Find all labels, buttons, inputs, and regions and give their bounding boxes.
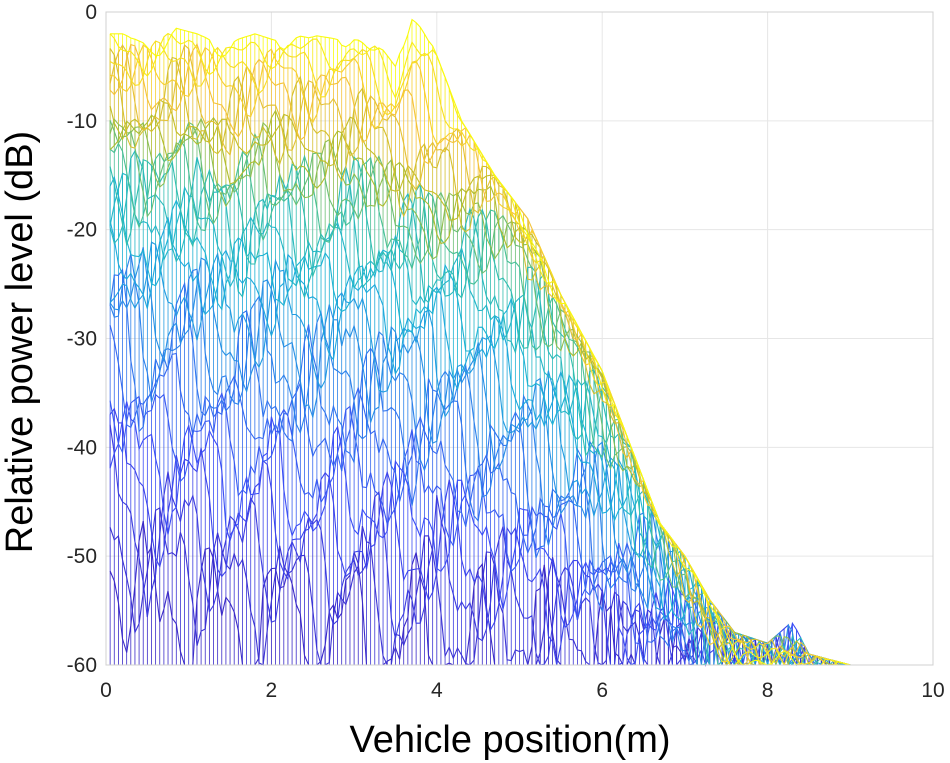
curve-mesh	[109, 18, 933, 667]
